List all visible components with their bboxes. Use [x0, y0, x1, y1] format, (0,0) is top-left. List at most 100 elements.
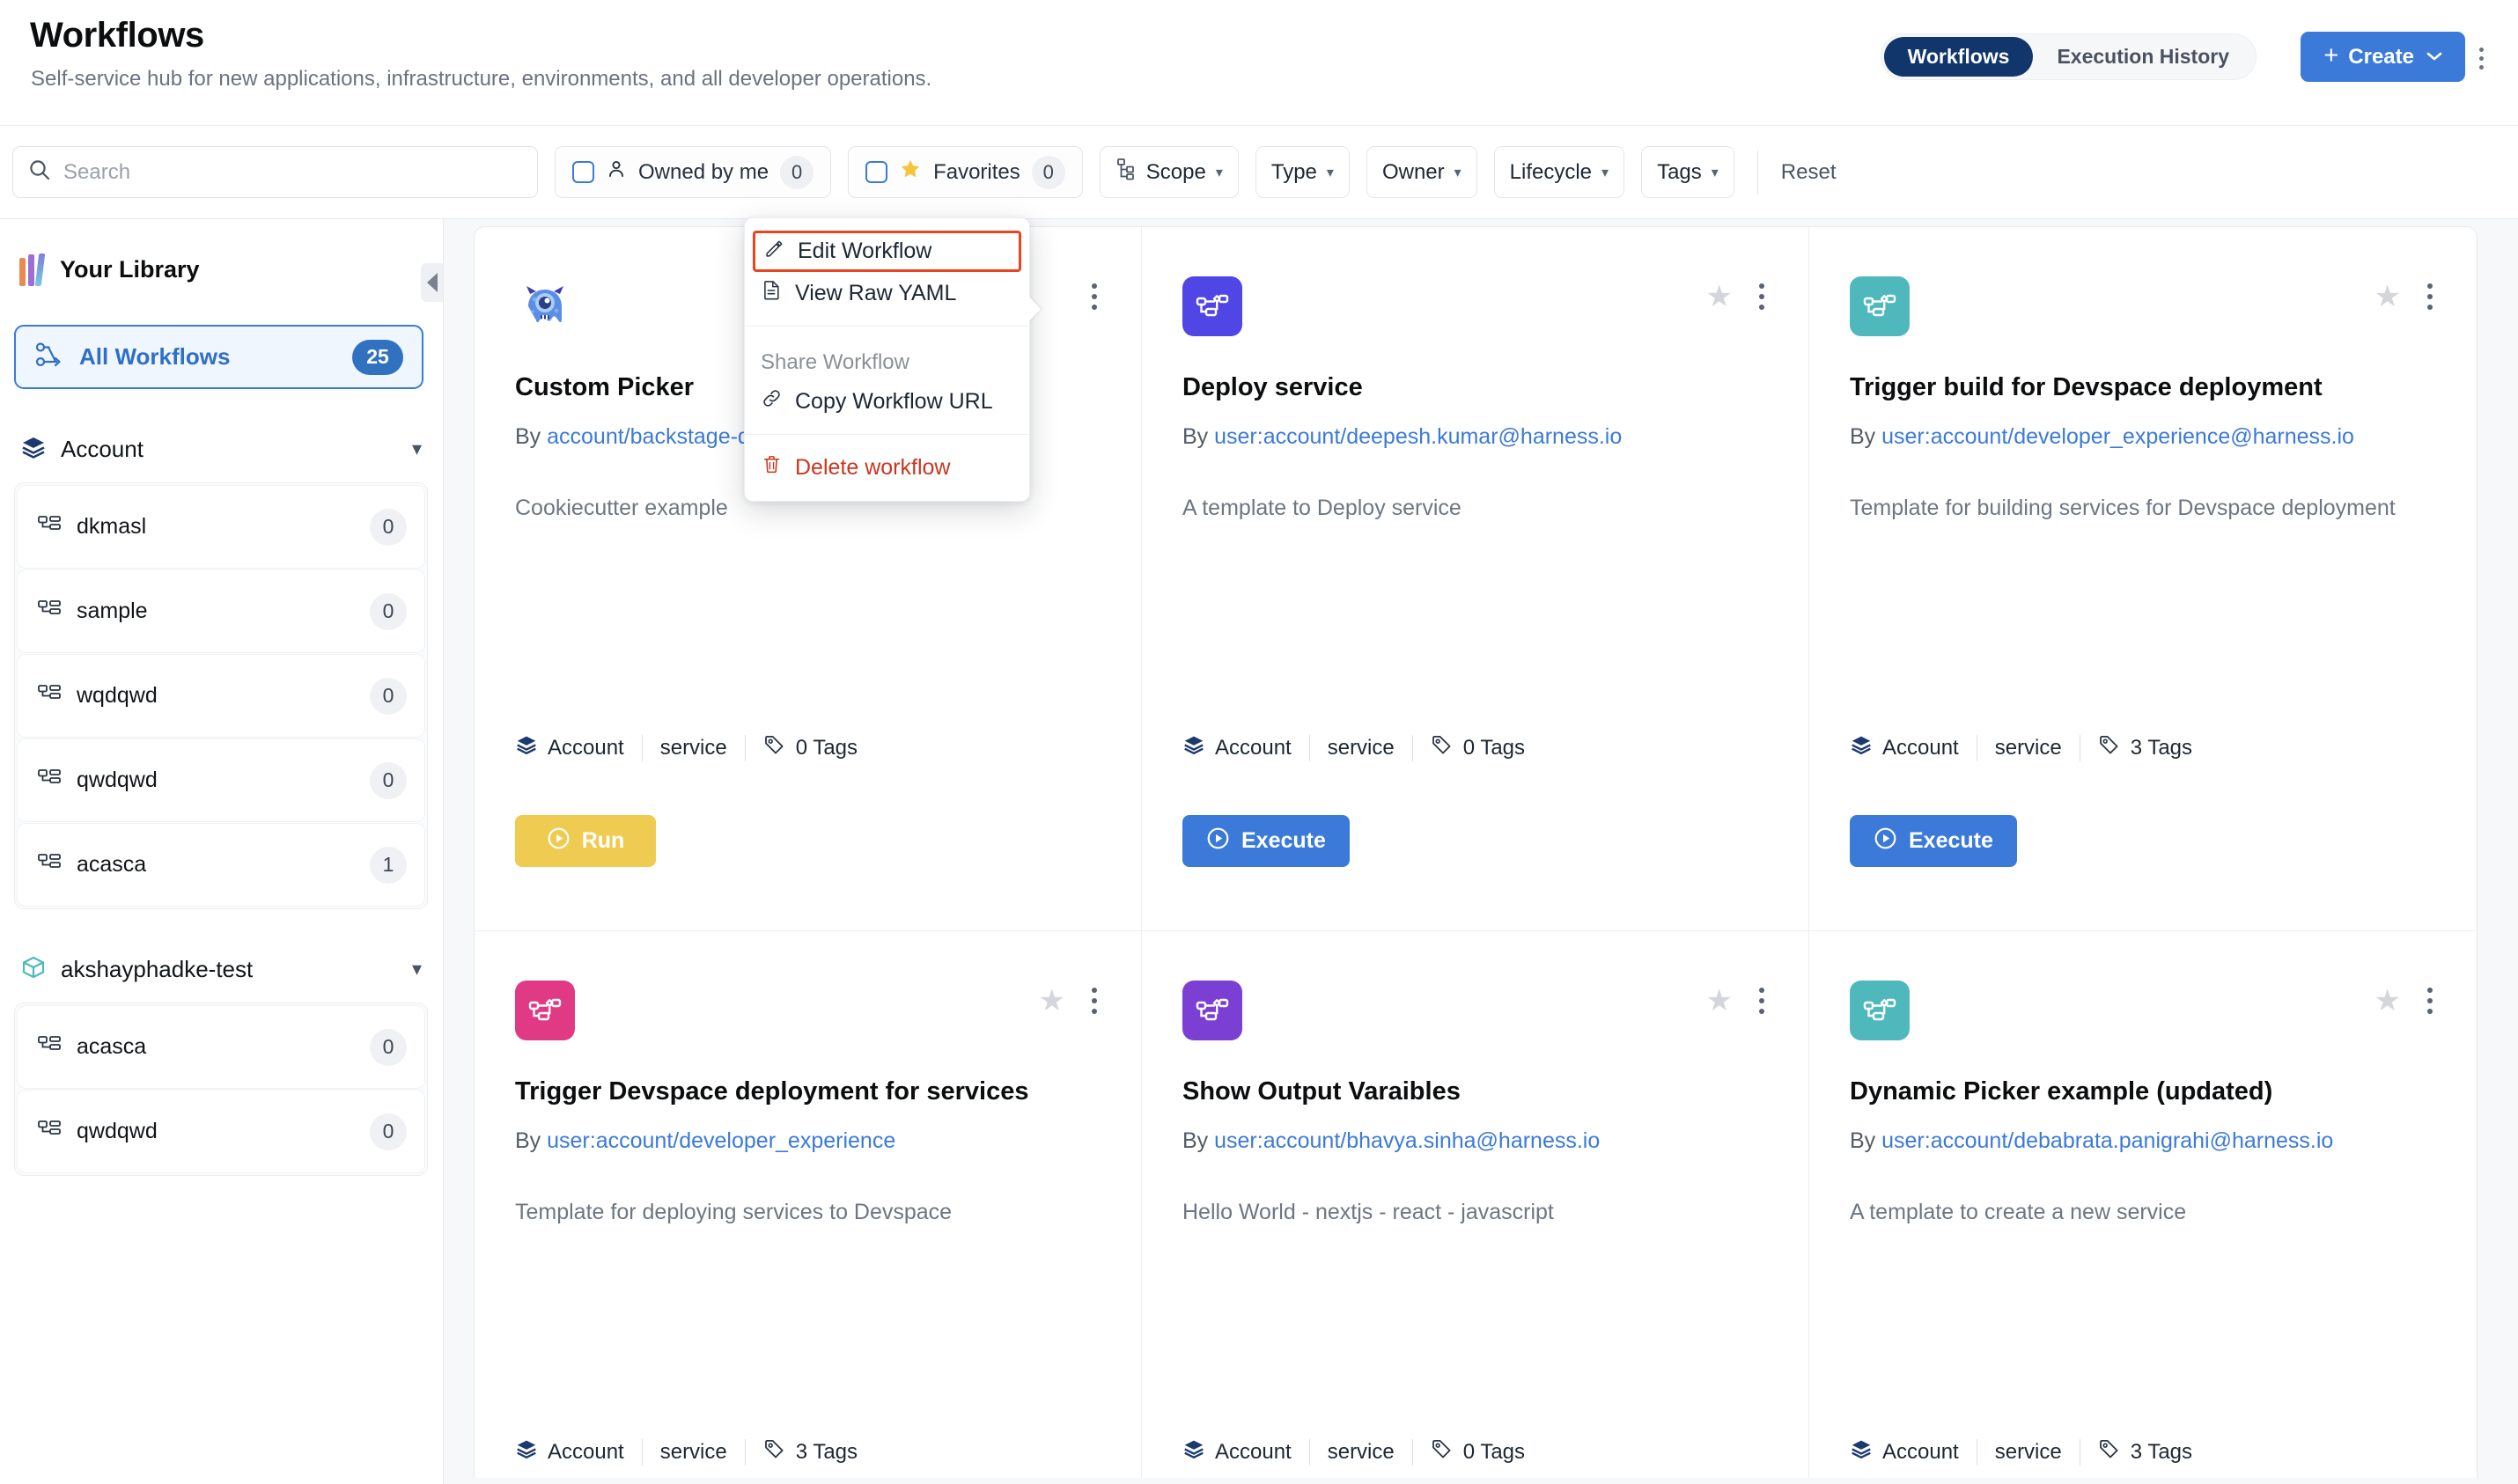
menu-item-view-raw-yaml[interactable]: View Raw YAML: [745, 272, 1029, 314]
card-type-label: service: [659, 1439, 727, 1464]
search-input[interactable]: Search: [12, 146, 538, 198]
filter-lifecycle[interactable]: Lifecycle ▾: [1493, 146, 1625, 198]
favorite-star-icon[interactable]: ★: [1705, 984, 1733, 1017]
checkbox[interactable]: [865, 161, 888, 183]
filter-scope-label: Scope: [1145, 159, 1206, 184]
dot: [1092, 1009, 1097, 1014]
filter-lifecycle-label: Lifecycle: [1509, 159, 1593, 184]
filter-scope[interactable]: Scope ▾: [1099, 146, 1239, 198]
card-tags-label: 0 Tags: [1462, 735, 1526, 760]
sidebar-collapse-button[interactable]: [421, 263, 443, 302]
dot: [1759, 294, 1764, 299]
workflow-card[interactable]: ★ Show Output Varaibles By user:account/…: [1142, 931, 1809, 1478]
favorite-star-icon[interactable]: ★: [1705, 280, 1733, 313]
dot: [1092, 998, 1097, 1003]
card-overflow-menu-button[interactable]: [2420, 280, 2440, 313]
divider: [641, 1438, 643, 1466]
card-author-prefix: By: [1850, 1128, 1882, 1154]
card-overflow-menu-button[interactable]: [1752, 280, 1771, 313]
favorite-star-icon[interactable]: ★: [2374, 984, 2401, 1017]
sidebar-group-akshayphadke-test-list: acasca 0 qwdqwd 0: [14, 1003, 428, 1176]
link-icon: [761, 387, 783, 415]
menu-item-delete-workflow[interactable]: Delete workflow: [745, 446, 1029, 489]
sidebar-item-qwdqwd[interactable]: qwdqwd 0: [18, 739, 424, 821]
search-placeholder: Search: [63, 159, 131, 184]
create-button[interactable]: + Create: [2301, 32, 2465, 82]
workflow-card[interactable]: ★ Deploy service By user:account/deepesh…: [1142, 227, 1809, 931]
workflow-card[interactable]: ★ Trigger build for Devspace deployment …: [1809, 227, 2477, 931]
menu-item-edit-workflow[interactable]: Edit Workflow: [753, 231, 1021, 272]
checkbox[interactable]: [572, 161, 594, 183]
card-overflow-menu-button[interactable]: [2420, 984, 2440, 1017]
project-icon: [37, 1119, 62, 1144]
sidebar-item-all-workflows[interactable]: All Workflows 25: [14, 325, 423, 389]
sidebar-item-acasca-2[interactable]: acasca 0: [18, 1006, 424, 1088]
tag-icon: [1431, 734, 1454, 761]
tab-execution-history[interactable]: Execution History: [2057, 45, 2229, 68]
page-overflow-menu-button[interactable]: [2467, 42, 2495, 74]
favorite-star-icon[interactable]: ★: [2374, 280, 2401, 313]
dot: [2478, 64, 2484, 70]
card-author-link[interactable]: user:account/bhavya.sinha@harness.io: [1214, 1128, 1601, 1154]
sidebar-item-label: qwdqwd: [77, 1119, 158, 1143]
document-icon: [761, 279, 783, 307]
card-scope-label: Account: [1215, 735, 1292, 760]
card-execute-button[interactable]: Execute: [1182, 815, 1350, 867]
sidebar-item-label: wqdqwd: [77, 683, 158, 708]
divider: [641, 734, 643, 761]
card-overflow-menu-button[interactable]: [1085, 984, 1104, 1017]
tag-icon: [763, 1438, 786, 1466]
tab-workflows[interactable]: Workflows: [1883, 37, 2034, 77]
chevron-down-icon[interactable]: ▾: [411, 437, 422, 459]
sidebar-item-dkmasl[interactable]: dkmasl 0: [18, 486, 424, 568]
chevron-down-icon[interactable]: ▾: [411, 958, 422, 980]
dot: [2427, 283, 2433, 289]
filter-owner[interactable]: Owner ▾: [1366, 146, 1477, 198]
sidebar-group-account[interactable]: Account ▾: [0, 430, 443, 468]
card-description: A template to create a new service: [1850, 1199, 2187, 1224]
card-author-link[interactable]: user:account/developer_experience@harnes…: [1881, 424, 2354, 450]
filter-owned-by-me[interactable]: Owned by me 0: [555, 146, 832, 198]
tag-icon: [763, 734, 786, 761]
reset-filters-button[interactable]: Reset: [1780, 159, 1837, 184]
card-overflow-menu-button[interactable]: [1752, 984, 1771, 1017]
workflow-card[interactable]: ★ Trigger Devspace deployment for servic…: [475, 931, 1142, 1478]
sidebar-item-count: 0: [370, 592, 407, 630]
card-execute-button[interactable]: Execute: [1850, 815, 2017, 867]
layers-icon: [515, 734, 538, 761]
dot: [1092, 294, 1097, 299]
filter-favorites-label: Favorites: [933, 159, 1020, 184]
sidebar-item-wqdqwd[interactable]: wqdqwd 0: [18, 655, 424, 737]
card-type-label: service: [659, 735, 727, 760]
card-run-button[interactable]: Run: [515, 815, 656, 867]
card-author-link[interactable]: user:account/deepesh.kumar@harness.io: [1214, 424, 1623, 450]
workflow-cards-grid: Custom Picker By account/backstage-demo …: [475, 227, 2477, 1478]
workflow-card[interactable]: Custom Picker By account/backstage-demo …: [475, 227, 1142, 931]
sidebar-group-akshayphadke-test[interactable]: akshayphadke-test ▾: [0, 950, 443, 988]
cookiecutter-monster-icon: [515, 276, 575, 336]
filter-toolbar: Search Owned by me 0 Favorites 0 Scope ▾: [0, 126, 2518, 219]
filter-type[interactable]: Type ▾: [1255, 146, 1350, 198]
filter-tags[interactable]: Tags ▾: [1641, 146, 1734, 198]
dot: [1759, 998, 1764, 1003]
card-overflow-menu-button[interactable]: [1085, 280, 1104, 313]
menu-item-edit-workflow-label: Edit Workflow: [798, 239, 932, 263]
workflow-card[interactable]: ★ Dynamic Picker example (updated) By us…: [1809, 931, 2477, 1478]
sidebar-item-qwdqwd-2[interactable]: qwdqwd 0: [18, 1091, 424, 1172]
filter-favorites[interactable]: Favorites 0: [848, 146, 1083, 198]
divider: [744, 734, 746, 761]
workflow-node-icon: [515, 981, 575, 1040]
sidebar-item-acasca[interactable]: acasca 1: [18, 824, 424, 906]
card-author-link[interactable]: user:account/debabrata.panigrahi@harness…: [1881, 1128, 2334, 1154]
card-description: A template to Deploy service: [1182, 495, 1461, 520]
menu-item-copy-workflow-url-label: Copy Workflow URL: [795, 388, 993, 414]
workflow-node-icon: [1850, 276, 1910, 336]
favorite-star-icon[interactable]: ★: [1038, 984, 1065, 1017]
sidebar-item-sample[interactable]: sample 0: [18, 570, 424, 652]
project-icon: [37, 852, 62, 878]
card-author-link[interactable]: user:account/developer_experience: [547, 1128, 896, 1154]
chevron-down-icon: ▾: [1711, 165, 1719, 180]
card-author: By user:account/bhavya.sinha@harness.io: [1182, 1125, 1768, 1157]
menu-item-copy-workflow-url[interactable]: Copy Workflow URL: [745, 380, 1029, 422]
divider: [744, 1438, 746, 1466]
